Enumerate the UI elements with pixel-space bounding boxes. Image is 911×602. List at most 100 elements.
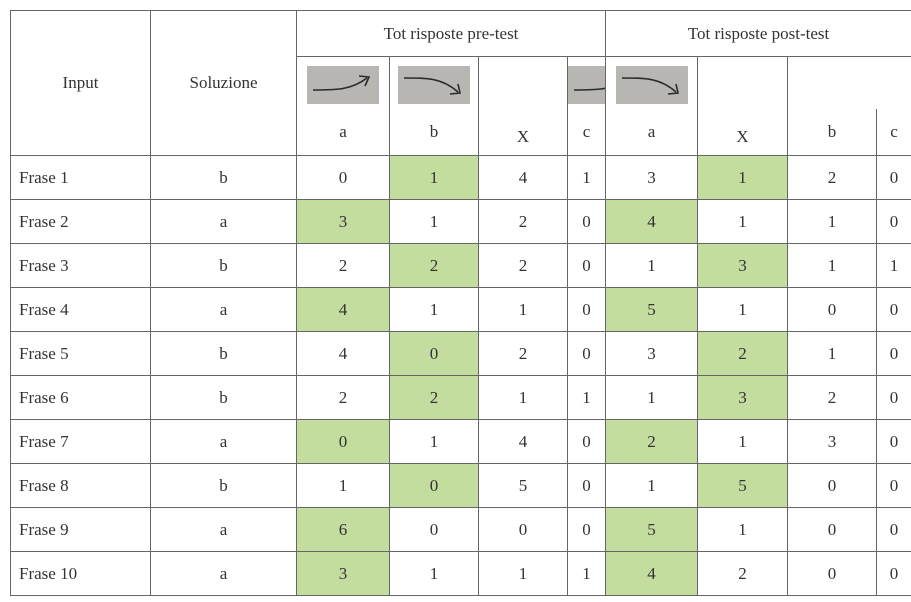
count-cell: 2 [296,243,390,288]
data-row: Frase 10 a 3 1 1 1 4 2 0 0 [10,551,911,596]
count-cell: 1 [697,155,789,200]
count-cell: 2 [478,199,568,244]
count-cell: 4 [478,155,568,200]
option-header: c [566,109,607,156]
row-label: Frase 6 [10,375,151,420]
count-cell: 3 [787,419,878,464]
count-cell: 1 [389,199,479,244]
icon-cell: X [697,56,789,156]
arrow-head [449,83,461,95]
arrow-head [358,75,371,87]
count-cell: 0 [389,331,479,376]
count-cell: 0 [389,507,479,552]
count-cell: 6 [296,507,390,552]
option-header: a [605,109,699,156]
row-label: Frase 3 [10,243,151,288]
arrow-icon [307,66,379,104]
arrow-curve [573,87,605,91]
count-cell: 1 [566,155,607,200]
count-cell: 0 [566,199,607,244]
count-cell: 2 [478,243,568,288]
count-cell: 1 [876,243,911,288]
icon-bg [398,66,470,104]
option-header: c [876,109,911,156]
count-cell: 1 [478,287,568,332]
count-cell: 2 [478,331,568,376]
row-solution: b [150,155,297,200]
row-label: Frase 9 [10,507,151,552]
row-label: Frase 7 [10,419,151,464]
count-cell: 2 [697,331,789,376]
count-cell: 1 [296,463,390,508]
arrow-icon [615,66,688,104]
count-cell: 3 [697,375,789,420]
row-label: Frase 5 [10,331,151,376]
arrow-icon [568,66,605,104]
count-cell: 0 [876,507,911,552]
count-cell: 1 [605,463,699,508]
row-solution: b [150,463,297,508]
count-cell: 0 [296,419,390,464]
count-cell: 1 [787,243,878,288]
count-cell: 0 [876,375,911,420]
count-cell: 2 [389,243,479,288]
count-cell: 0 [876,287,911,332]
count-cell: 0 [876,419,911,464]
row-label: Frase 2 [10,199,151,244]
count-cell: 3 [605,331,699,376]
count-cell: 0 [566,463,607,508]
row-solution: a [150,199,297,244]
icon-cell [389,56,479,109]
count-cell: 0 [566,243,607,288]
icon-cell [605,56,699,109]
table-body: Input Soluzione Tot risposte pre-test To… [10,10,911,596]
option-header: b [389,109,479,156]
count-cell: 1 [566,551,607,596]
count-cell: 0 [389,463,479,508]
count-cell: 3 [296,199,390,244]
option-header: b [787,109,878,156]
post-group-header: Tot risposte post-test [605,10,911,57]
count-cell: 1 [389,419,479,464]
count-cell: 1 [697,287,789,332]
count-cell: 3 [296,551,390,596]
count-cell: 0 [876,331,911,376]
row-solution: a [150,507,297,552]
solution-header: Soluzione [150,10,297,156]
count-cell: 3 [605,155,699,200]
count-cell: 5 [605,287,699,332]
count-cell: 0 [876,199,911,244]
count-cell: 0 [566,419,607,464]
count-cell: 4 [296,331,390,376]
count-cell: 4 [605,551,699,596]
count-cell: 0 [566,287,607,332]
row-solution: a [150,419,297,464]
pre-group-header: Tot risposte pre-test [295,10,607,57]
count-cell: 4 [478,419,568,464]
arrow-curve [312,77,368,91]
count-cell: 2 [697,551,789,596]
header-row: Input Soluzione Tot risposte pre-test To… [10,10,911,156]
arrow-curve [621,77,677,93]
count-cell: 0 [787,551,878,596]
count-cell: 0 [787,287,878,332]
count-cell: 2 [296,375,390,420]
count-cell: 0 [876,463,911,508]
arrow-curve [403,77,459,93]
row-label: Frase 1 [10,155,151,200]
count-cell: 2 [605,419,699,464]
icon-cell [566,56,607,109]
arrow-head [667,83,679,95]
count-cell: 0 [876,551,911,596]
arrow-icon [398,66,470,104]
row-label: Frase 8 [10,463,151,508]
row-label: Frase 4 [10,287,151,332]
row-solution: b [150,243,297,288]
